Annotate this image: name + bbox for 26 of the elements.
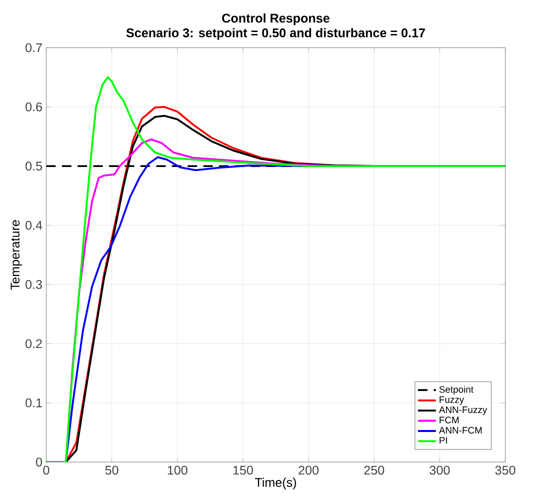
y-tick-label: 0.2: [26, 339, 42, 348]
x-tick-label: 350: [495, 466, 516, 474]
y-tick-label: 0.3: [26, 280, 42, 289]
x-tick-label: 50: [105, 466, 118, 474]
y-tick-label: 0.4: [26, 220, 42, 230]
y-tick-label: 0.5: [26, 161, 42, 170]
x-tick-label: 100: [168, 466, 188, 474]
legend-label: ANN-Fuzzy: [438, 406, 488, 415]
legend-label: ANN-FCM: [438, 426, 482, 434]
x-axis-title: Time(s): [254, 478, 296, 490]
legend-label: Setpoint: [439, 386, 474, 394]
y-tick-label: 0: [36, 457, 42, 466]
x-tick-label: 150: [233, 466, 253, 474]
x-tick-label: 300: [430, 466, 450, 474]
x-tick-label: 0: [43, 466, 50, 474]
y-tick-label: 0.1: [26, 398, 42, 408]
legend-label: FCM: [440, 416, 459, 424]
chart-title: Control Response: [222, 13, 330, 25]
x-tick-label: 250: [364, 466, 384, 474]
y-axis-title: Temperature: [10, 220, 22, 290]
x-tick-label: 200: [298, 466, 319, 474]
y-tick-label: 0.7: [26, 43, 42, 52]
legend-label: Fuzzy: [440, 396, 464, 405]
chart-subtitle: Scenario 3: setpoint = 0.50 and disturbance = 0.17: [126, 28, 425, 40]
y-tick-label: 0.6: [26, 102, 42, 112]
legend-label: PI: [440, 436, 447, 444]
